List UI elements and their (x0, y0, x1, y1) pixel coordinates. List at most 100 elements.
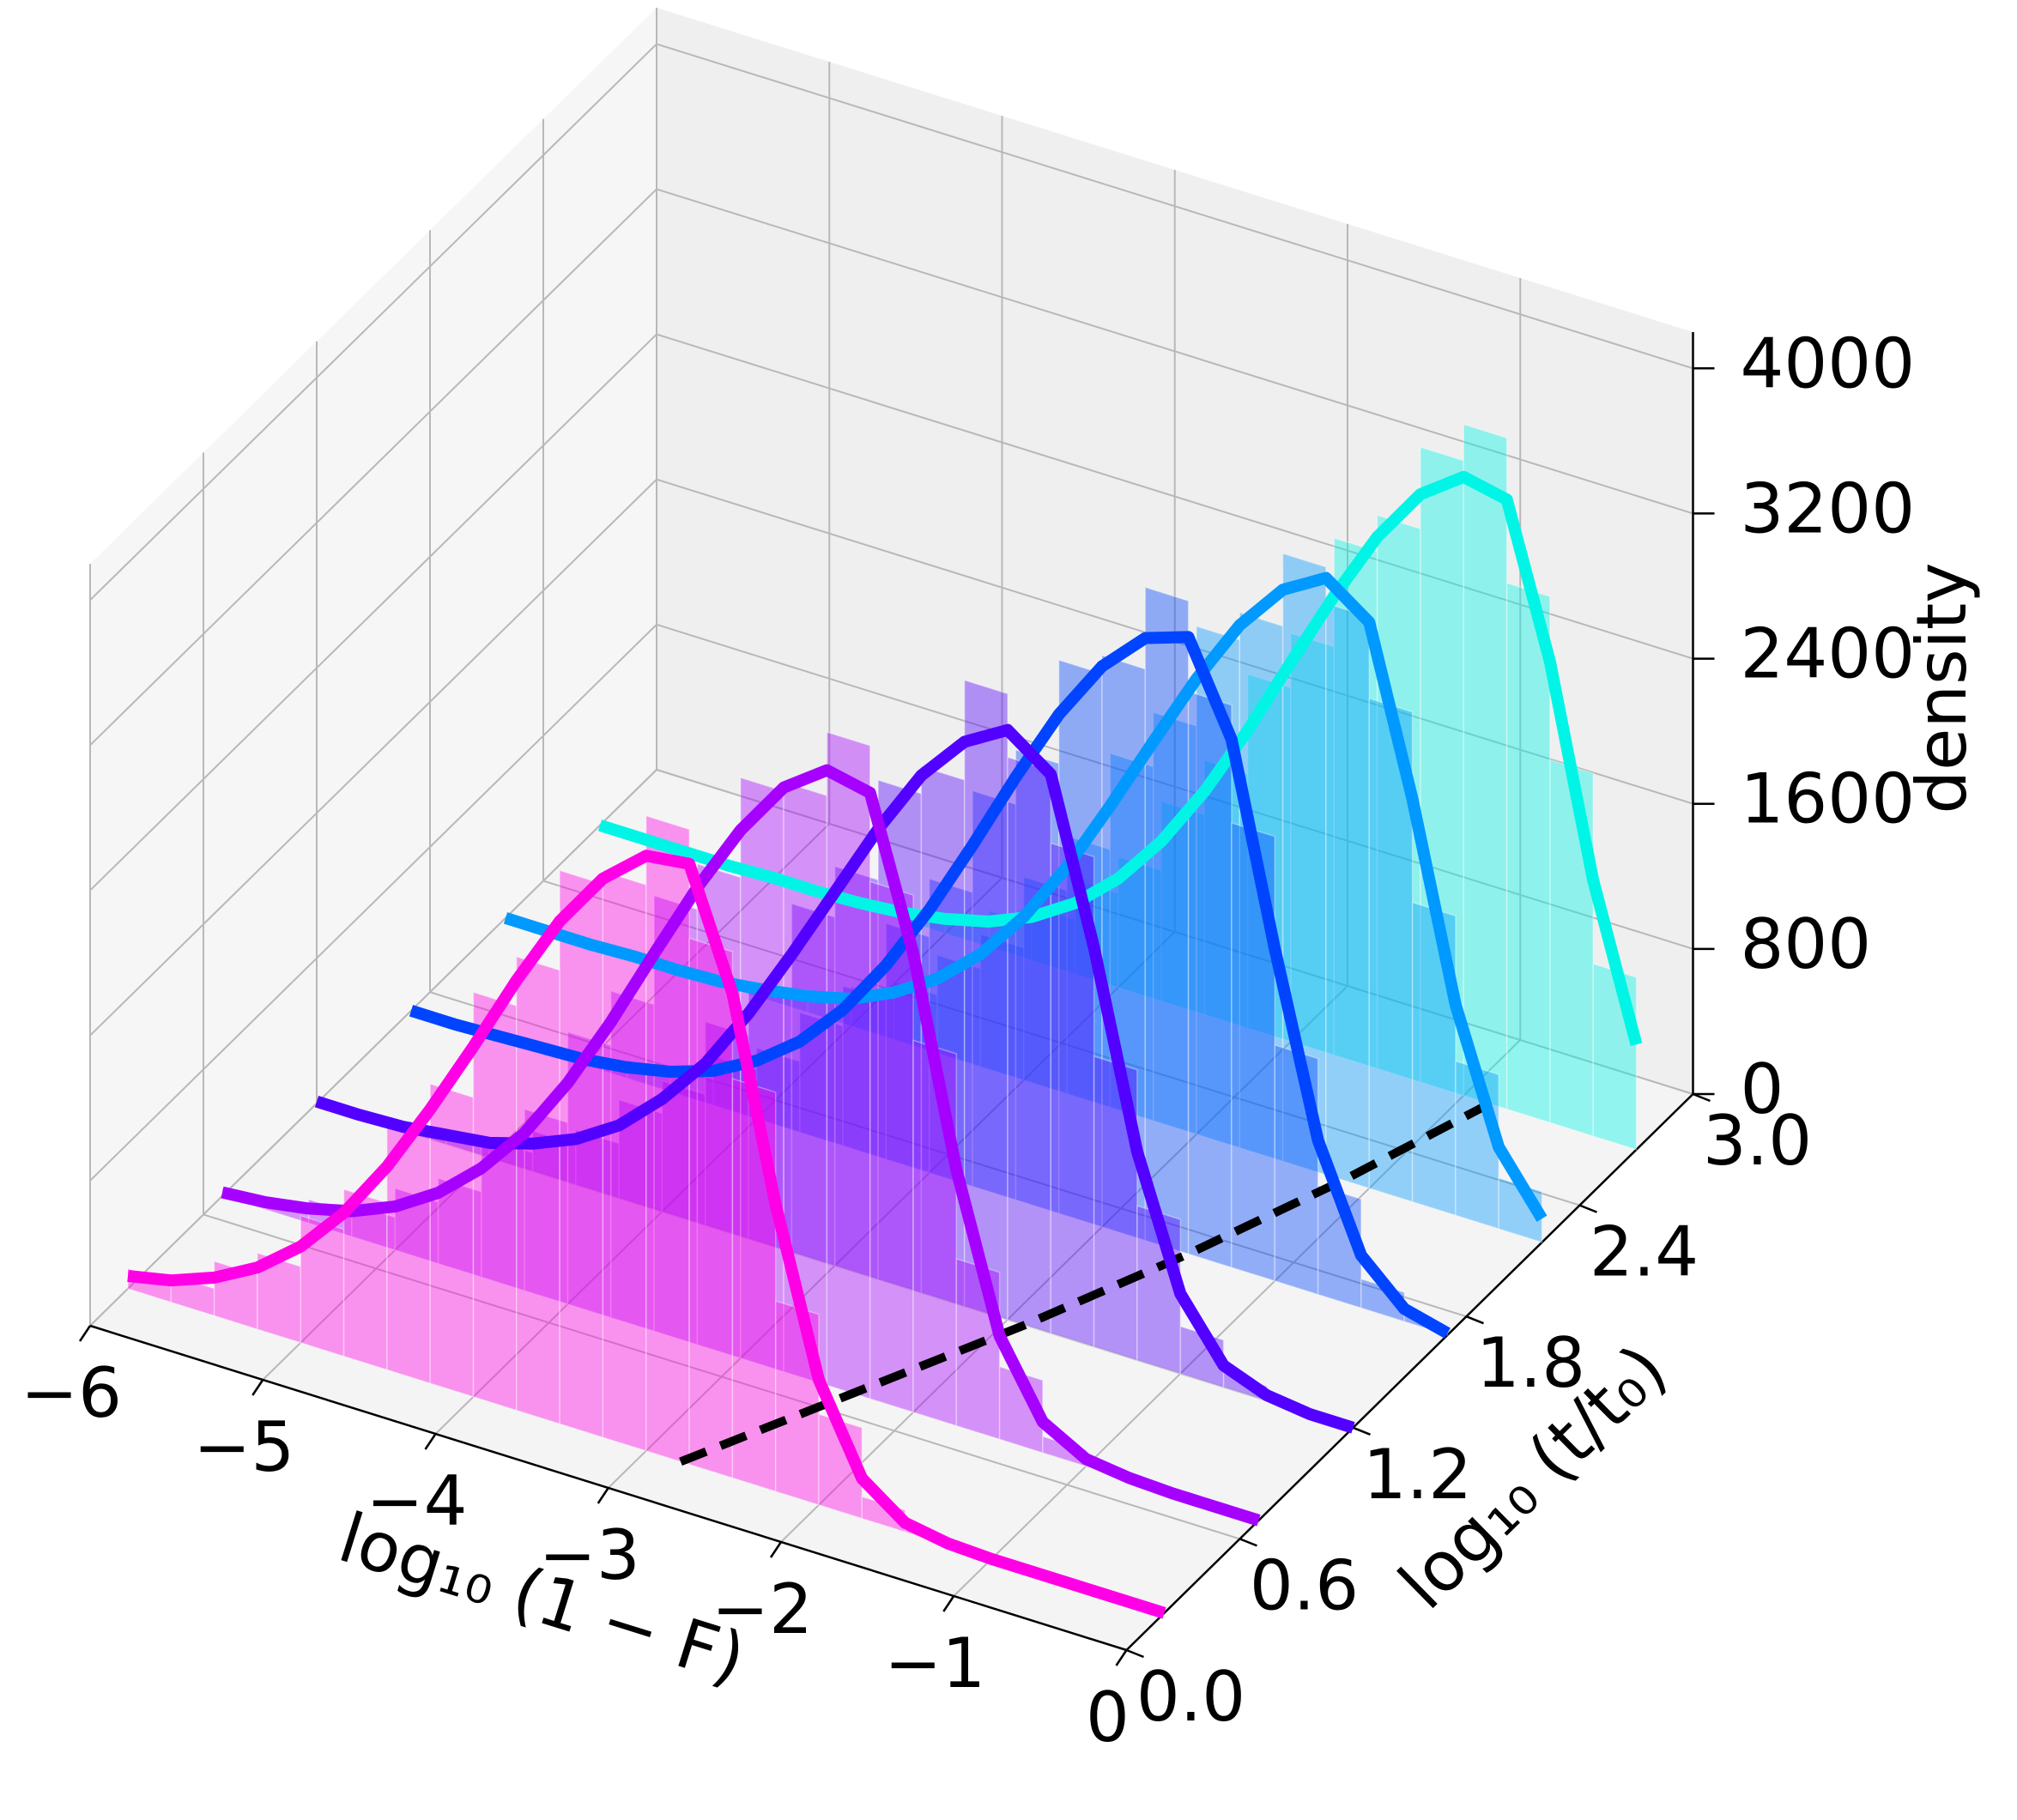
histogram-bar (1368, 697, 1414, 1203)
histogram-bar (1333, 536, 1378, 1070)
histogram-bar (869, 880, 914, 1413)
z-tick-label: 1600 (1741, 759, 1916, 839)
histogram-bar (1274, 1043, 1319, 1296)
y-tick-label: 0.6 (1250, 1545, 1359, 1625)
histogram-bar (1118, 856, 1162, 1002)
histogram-bar (979, 933, 1025, 1081)
y-tick-label: 1.8 (1476, 1323, 1585, 1403)
density-curve (127, 850, 1166, 1619)
density-curve (314, 723, 1355, 1434)
histogram-bar (861, 1496, 906, 1533)
y-tick (1353, 1426, 1371, 1436)
grid-line (780, 985, 1348, 1543)
histogram-bar (575, 1128, 620, 1200)
grid-line (434, 877, 1003, 1435)
histogram-bar (755, 1047, 801, 1134)
grid-line (656, 769, 1693, 1095)
x-tick-label: −1 (884, 1623, 985, 1703)
histogram-bar (688, 937, 734, 1479)
histogram-bar (257, 1252, 302, 1344)
histogram-bar (1042, 1435, 1087, 1467)
histogram-bar (566, 1031, 612, 1319)
y-tick (1126, 1648, 1144, 1659)
y-tick (1239, 1538, 1257, 1547)
x-tick-label: 0 (1086, 1678, 1130, 1757)
histogram-bar (1592, 963, 1638, 1151)
x-tick-label: −6 (21, 1353, 122, 1433)
histogram-bar (559, 869, 604, 1439)
histogram-bar (912, 1039, 958, 1427)
grid-line (608, 931, 1176, 1489)
histogram-bar (1109, 752, 1154, 1122)
histogram-bar (783, 781, 828, 1387)
grid-line (89, 188, 657, 747)
x-tick-label: −3 (539, 1515, 640, 1595)
y-axis-line (1125, 1093, 1694, 1651)
histogram-bar (1290, 632, 1336, 1056)
z-tick-label: 4000 (1741, 323, 1916, 403)
histogram-bar (437, 1177, 482, 1279)
histogram-bar (936, 954, 982, 1068)
y-tick-label: 0.0 (1136, 1657, 1245, 1737)
histogram-bar (472, 991, 518, 1412)
histogram-bar (799, 1011, 844, 1147)
density-curve (597, 470, 1643, 1046)
grid-line (89, 333, 657, 892)
histogram-bar (826, 731, 871, 1400)
x-tick (1115, 1649, 1128, 1666)
histogram-bar (1463, 423, 1508, 1110)
histogram-bar (645, 814, 690, 1466)
x-tick-label: −5 (193, 1407, 294, 1487)
histogram-bar (524, 1108, 569, 1305)
grid-line (89, 624, 657, 1182)
histogram-bar (1203, 759, 1249, 1030)
x-tick-label: −2 (712, 1569, 813, 1649)
y-tick (1579, 1204, 1597, 1213)
grid-line (89, 43, 657, 601)
x-tick (251, 1379, 264, 1396)
histogram-bar (618, 1098, 663, 1212)
z-axis-label: density (1902, 562, 1982, 813)
histogram-bar (1505, 582, 1551, 1124)
x-tick (769, 1541, 783, 1558)
histogram-bar (1023, 875, 1068, 1095)
histogram-bar (610, 989, 655, 1333)
grid-line (89, 479, 657, 1037)
histogram-bar (1160, 800, 1206, 1016)
x-tick (942, 1595, 955, 1612)
z-tick-label: 3200 (1741, 469, 1916, 548)
histogram-bar (1420, 445, 1465, 1097)
histogram-bar (731, 1078, 777, 1493)
histogram-bar (429, 1083, 475, 1398)
z-tick-label: 800 (1741, 904, 1872, 984)
y-tick-label: 3.0 (1703, 1101, 1812, 1181)
x-tick (424, 1433, 437, 1450)
density-curve (221, 764, 1261, 1527)
grid-line (656, 188, 1693, 515)
histogram-bar (516, 955, 560, 1425)
density-curve (503, 571, 1548, 1222)
histogram-bar (1549, 759, 1594, 1138)
grid-line (656, 623, 1693, 950)
histogram-bar (1050, 842, 1095, 1348)
histogram-bar (653, 894, 699, 1346)
x-tick (597, 1487, 609, 1504)
histogram-bar (1325, 602, 1371, 1189)
histogram-bar (1015, 748, 1060, 1215)
histogram-bar (1376, 514, 1421, 1084)
plot-area: −6−5−4−3−2−10 0.00.61.21.82.43.0080016002… (21, 8, 1915, 1757)
histogram-bar (300, 1214, 345, 1357)
y-tick (1466, 1315, 1484, 1325)
grid-line (656, 333, 1693, 660)
histogram-bar (1187, 690, 1233, 1269)
x-tick (78, 1325, 92, 1342)
grid-line (203, 1213, 1240, 1540)
grid-line (89, 769, 657, 1327)
z-tick-label: 0 (1741, 1049, 1784, 1129)
y-tick (1693, 1092, 1711, 1103)
grid-line (656, 43, 1693, 370)
histogram-bar (1007, 756, 1052, 1334)
histogram-bar (1144, 586, 1190, 1255)
histogram-bar (1231, 821, 1276, 1282)
